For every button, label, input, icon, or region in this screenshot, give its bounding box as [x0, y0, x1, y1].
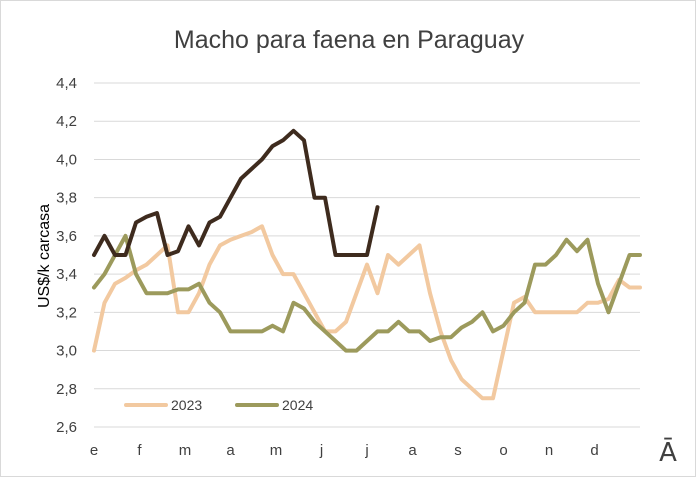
legend-label-2023: 2023	[171, 397, 202, 413]
x-tick-label: m	[270, 442, 283, 459]
x-tick-label: e	[90, 442, 98, 459]
y-tick-label: 3,8	[56, 190, 77, 207]
x-tick-label: f	[137, 442, 142, 459]
y-axis-label: US$/k carcasa	[36, 204, 53, 308]
x-tick-label: a	[226, 442, 235, 459]
y-tick-label: 3,0	[56, 343, 77, 360]
y-tick-label: 3,4	[56, 266, 77, 283]
y-tick-label: 2,8	[56, 381, 77, 398]
series-line-2024	[92, 233, 642, 353]
y-tick-label: 4,0	[56, 151, 77, 168]
x-tick-label: a	[408, 442, 417, 459]
x-tick-label: j	[364, 442, 368, 459]
legend: 2023 2024	[124, 397, 313, 413]
watermark-mark: Ā	[659, 437, 677, 468]
y-tick-label: 3,6	[56, 228, 77, 245]
y-tick-label: 4,4	[56, 75, 77, 92]
x-tick-label: s	[454, 442, 462, 459]
y-tick-label: 4,2	[56, 113, 77, 130]
chart-title: Macho para faena en Paraguay	[174, 26, 525, 54]
series-lines	[92, 128, 642, 401]
x-tick-label: d	[590, 442, 598, 459]
x-tick-label: n	[545, 442, 553, 459]
series-line-2025	[92, 128, 380, 257]
legend-label-2024: 2024	[282, 397, 313, 413]
y-tick-label: 2,6	[56, 419, 77, 436]
y-tick-label: 3,2	[56, 304, 77, 321]
y-axis-ticks: 2,6 2,8 3,0 3,2 3,4 3,6 3,8 4,0 4,2 4,4	[56, 75, 77, 436]
x-tick-label: o	[499, 442, 507, 459]
x-tick-label: j	[319, 442, 323, 459]
x-tick-label: m	[179, 442, 192, 459]
series-line-2023	[92, 224, 642, 401]
